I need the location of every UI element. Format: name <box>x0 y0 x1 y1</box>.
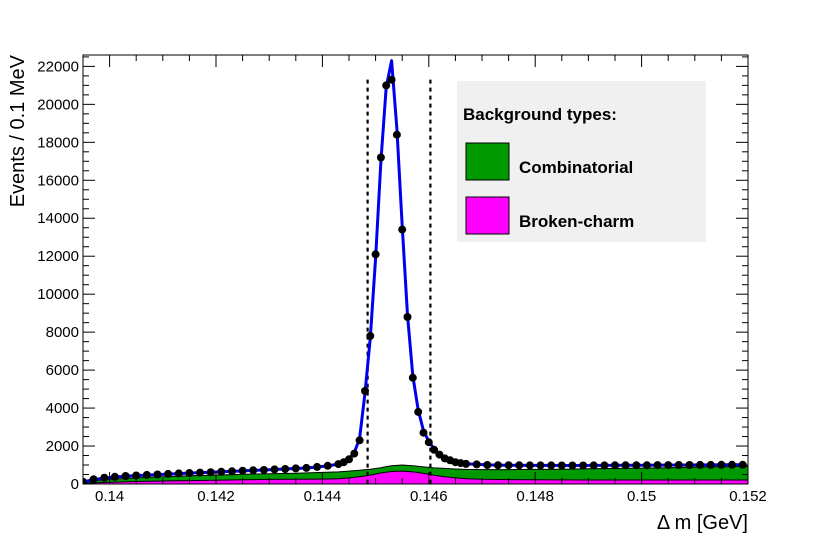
data-point <box>142 470 151 479</box>
x-tick-label: 0.146 <box>410 488 448 505</box>
data-point <box>313 462 322 471</box>
data-point <box>403 313 412 321</box>
legend-label-combinatorial: Combinatorial <box>519 158 633 177</box>
legend-swatch-combinatorial <box>465 142 510 181</box>
data-point <box>249 466 258 475</box>
data-point <box>600 461 609 470</box>
data-point <box>132 471 141 480</box>
y-tick-label: 16000 <box>37 172 79 189</box>
y-tick-label: 22000 <box>37 58 79 75</box>
plot-area: 0.14 0.142 0.144 0.146 0.148 0.15 0.152 0 2000 40… <box>37 54 767 505</box>
data-point <box>472 460 481 469</box>
data-point <box>611 461 619 470</box>
data-point <box>206 468 215 477</box>
y-tick-label: 20000 <box>37 96 79 113</box>
data-point <box>270 465 279 474</box>
data-point <box>196 468 204 477</box>
data-point <box>382 81 391 90</box>
data-point <box>259 466 268 474</box>
data-point <box>281 465 290 473</box>
data-point <box>685 461 694 469</box>
data-point <box>462 459 470 468</box>
y-tick-label: 8000 <box>46 324 79 341</box>
data-point <box>589 461 598 470</box>
plot-frame <box>82 54 749 485</box>
data-point <box>430 445 439 454</box>
data-point <box>174 469 183 478</box>
x-tick-label: 0.142 <box>197 488 235 505</box>
data-point <box>547 461 556 470</box>
data-point <box>291 464 300 473</box>
y-tick-label: 14000 <box>37 210 79 227</box>
y-tick-label: 10000 <box>37 286 79 303</box>
data-point <box>642 461 651 470</box>
y-tick-label: 2000 <box>46 438 79 455</box>
data-point <box>228 467 236 476</box>
legend: Background types: Combinatorial Broken-c… <box>457 81 706 242</box>
legend-swatch-broken-charm <box>465 196 510 235</box>
data-point <box>350 449 359 458</box>
x-tick-label: 0.148 <box>516 488 554 505</box>
data-point <box>408 373 417 382</box>
data-point <box>110 472 119 481</box>
y-tick-label: 6000 <box>46 362 79 379</box>
plot-inner <box>83 59 748 484</box>
x-tick-label: 0.152 <box>729 488 767 505</box>
data-point <box>100 473 109 482</box>
data-point <box>217 467 226 476</box>
data-point <box>494 461 502 470</box>
data-point <box>568 461 577 470</box>
legend-title: Background types: <box>463 105 617 124</box>
data-point <box>515 461 524 470</box>
x-tick-label: 0.15 <box>627 488 656 505</box>
data-point <box>238 466 247 475</box>
data-point <box>376 153 385 162</box>
data-point <box>717 460 726 469</box>
data-point <box>696 460 705 469</box>
data-point <box>345 455 353 464</box>
data-point <box>504 461 513 470</box>
data-point <box>557 461 566 470</box>
legend-label-broken-charm: Broken-charm <box>519 212 634 231</box>
data-point <box>323 461 332 470</box>
data-point <box>83 477 87 484</box>
data-point <box>355 436 364 445</box>
y-tick-label: 18000 <box>37 134 79 151</box>
data-point <box>366 331 375 340</box>
data-point <box>414 407 423 416</box>
data-point <box>89 475 98 484</box>
data-point <box>424 438 433 447</box>
y-tick-label: 4000 <box>46 400 79 417</box>
data-point <box>164 469 173 478</box>
x-tick-label: 0.144 <box>304 488 342 505</box>
data-point <box>121 472 130 480</box>
data-point <box>419 428 428 437</box>
data-point <box>185 469 194 477</box>
data-point <box>153 470 162 479</box>
data-point <box>387 75 396 84</box>
data-point <box>728 460 736 469</box>
data-point <box>302 463 311 472</box>
data-point <box>664 461 673 470</box>
data-point <box>632 461 641 470</box>
data-point <box>392 130 401 139</box>
data-point <box>706 460 715 469</box>
data-point <box>525 461 534 470</box>
x-axis-title: Δ m [GeV] <box>657 512 748 534</box>
data-point <box>371 250 380 259</box>
data-point <box>483 461 492 469</box>
data-point <box>579 461 588 470</box>
data-point <box>621 461 630 470</box>
y-tick-label: 12000 <box>37 248 79 265</box>
data-point <box>361 387 369 395</box>
y-tick-label: 0 <box>71 476 79 493</box>
data-point <box>536 461 545 470</box>
data-point <box>653 461 662 470</box>
data-point <box>674 461 683 469</box>
data-point <box>398 225 407 234</box>
y-axis-title: Events / 0.1 MeV <box>7 54 29 207</box>
x-tick-label: 0.14 <box>95 488 124 505</box>
